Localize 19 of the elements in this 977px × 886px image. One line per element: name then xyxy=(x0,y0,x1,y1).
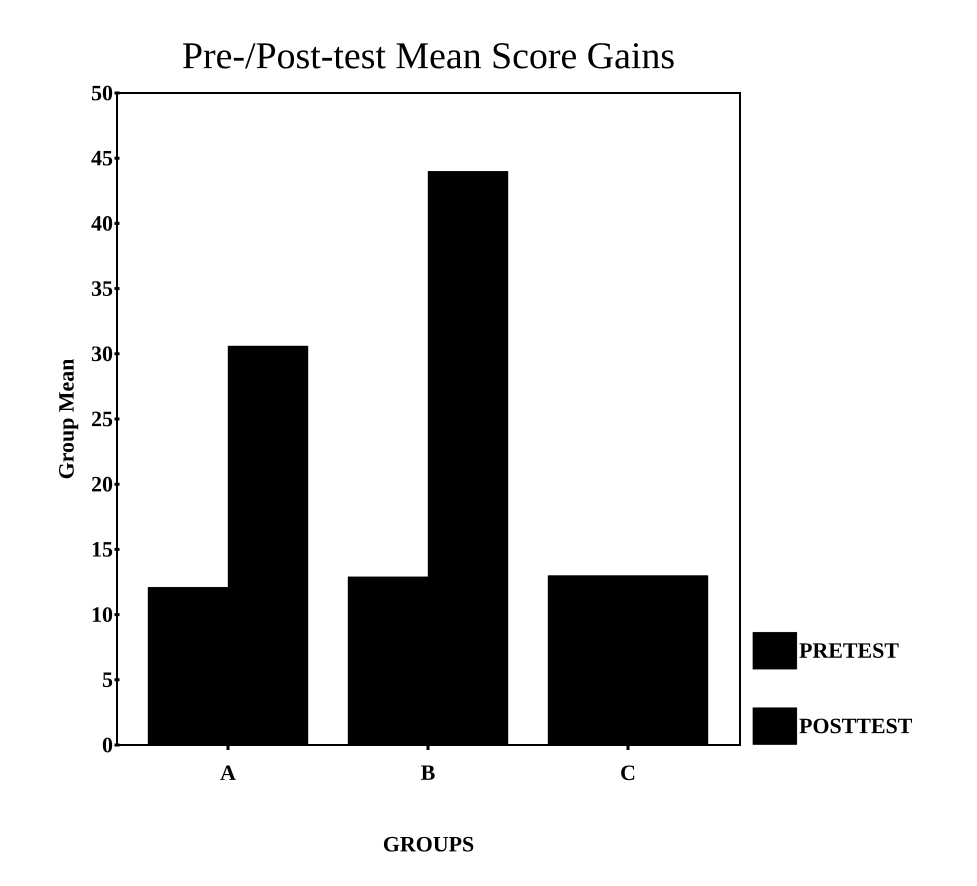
y-tick-label: 20 xyxy=(92,476,112,492)
y-tick-label: 10 xyxy=(92,607,112,622)
legend-label: PRETEST xyxy=(799,643,899,658)
y-axis-title: Group Mean xyxy=(59,358,78,478)
y-tick-label: 15 xyxy=(92,542,112,557)
legend-label: POSTTEST xyxy=(799,718,912,734)
x-axis-title: GROUPS xyxy=(384,836,474,852)
y-tick-label: 30 xyxy=(92,346,112,362)
x-tick-label: A xyxy=(220,765,236,780)
y-tick-label: 5 xyxy=(102,672,112,688)
y-tick-label: 0 xyxy=(102,738,112,752)
y-tick-label: 45 xyxy=(91,150,112,166)
y-tick-label: 40 xyxy=(91,216,112,231)
y-tick-label: 35 xyxy=(92,281,112,296)
y-tick-label: 50 xyxy=(92,86,112,100)
y-tick-label: 25 xyxy=(92,412,112,426)
chart-title: Pre-/Post-test Mean Score Gains xyxy=(183,43,674,69)
x-tick-label: C xyxy=(621,765,634,780)
x-tick-label: B xyxy=(421,765,435,780)
